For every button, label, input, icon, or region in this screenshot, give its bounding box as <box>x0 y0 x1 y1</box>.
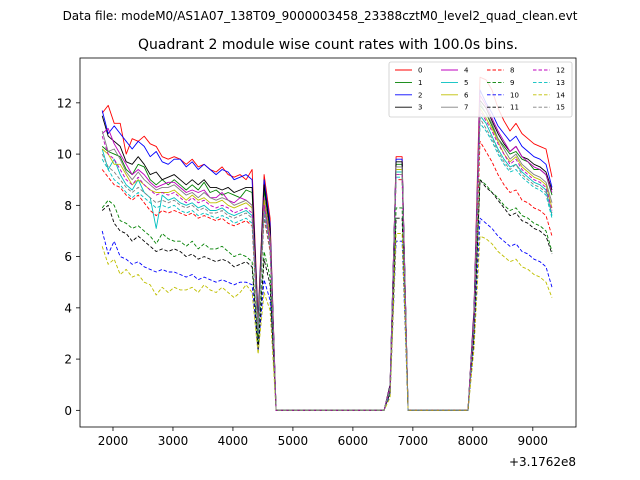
legend-label-0: 0 <box>418 67 422 75</box>
legend-label-8: 8 <box>510 67 514 75</box>
y-tick-label: 2 <box>64 353 72 367</box>
x-tick-label: 4000 <box>218 434 249 448</box>
legend-label-11: 11 <box>510 104 519 112</box>
x-tick-label: 7000 <box>398 434 429 448</box>
legend-label-12: 12 <box>556 67 565 75</box>
y-tick-label: 0 <box>64 404 72 418</box>
y-tick-label: 4 <box>64 301 72 315</box>
chart-title: Quadrant 2 module wise count rates with … <box>138 37 518 53</box>
legend-label-3: 3 <box>418 104 422 112</box>
x-tick-label: 2000 <box>98 434 129 448</box>
series-line-12 <box>101 110 553 411</box>
plot-series-group <box>101 76 553 411</box>
y-tick-label: 12 <box>57 96 72 110</box>
legend-label-4: 4 <box>464 67 469 75</box>
legend-label-14: 14 <box>556 91 565 99</box>
legend-label-5: 5 <box>464 79 468 87</box>
legend-label-2: 2 <box>418 91 422 99</box>
series-line-10 <box>101 217 553 411</box>
x-tick-label: 9000 <box>518 434 549 448</box>
y-tick-label: 8 <box>64 199 72 213</box>
x-axis-offset-label: +3.1762e8 <box>509 455 576 469</box>
x-tick-label: 6000 <box>338 434 369 448</box>
x-tick-label: 5000 <box>278 434 309 448</box>
y-tick-label: 6 <box>64 250 72 264</box>
y-axis: 0 2 4 6 8 10 12 <box>57 96 80 418</box>
axes-frame <box>79 57 577 428</box>
legend-label-13: 13 <box>556 79 565 87</box>
y-tick-label: 10 <box>57 148 72 162</box>
x-tick-label: 3000 <box>158 434 189 448</box>
x-tick-label: 8000 <box>458 434 489 448</box>
legend-label-10: 10 <box>510 91 519 99</box>
x-axis: 2000 3000 4000 5000 6000 7000 8000 9000 <box>98 427 548 448</box>
legend-label-7: 7 <box>464 104 468 112</box>
legend-label-1: 1 <box>418 79 422 87</box>
figure-suptitle: Data file: modeM0/AS1A07_138T09_90000034… <box>63 9 578 23</box>
legend-label-15: 15 <box>556 104 565 112</box>
series-line-15 <box>101 117 553 411</box>
legend-box <box>388 61 573 118</box>
legend-label-9: 9 <box>510 79 514 87</box>
legend-label-6: 6 <box>464 91 469 99</box>
